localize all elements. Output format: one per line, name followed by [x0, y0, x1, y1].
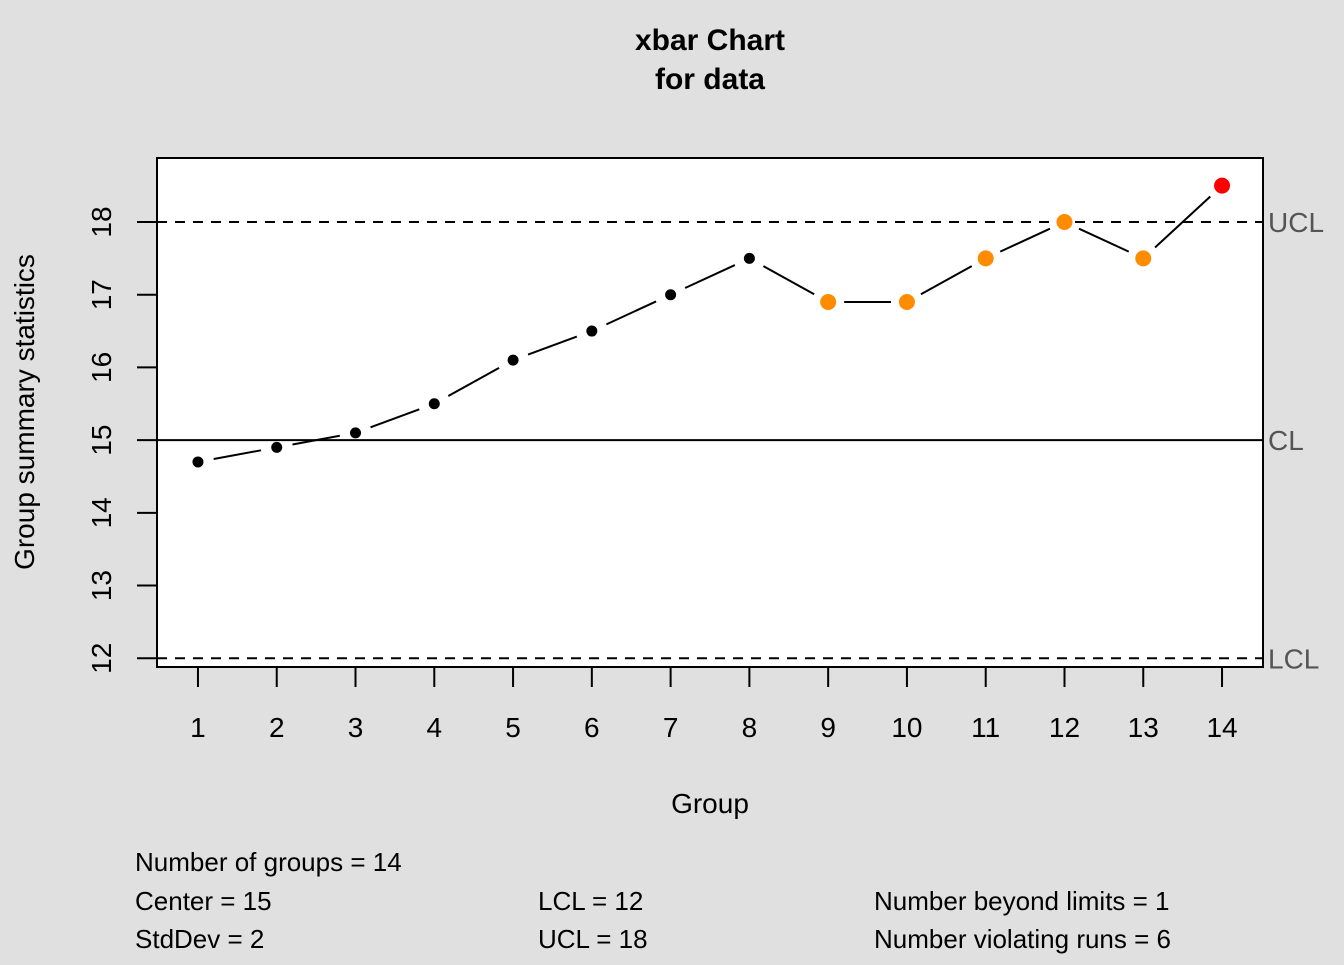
series-segment-3 [370, 408, 420, 429]
x-tick-label-2: 2 [269, 712, 285, 743]
x-tick-label-9: 9 [820, 712, 836, 743]
x-tick-label-14: 14 [1206, 712, 1237, 743]
series-segment-2 [292, 434, 340, 446]
data-point-9 [820, 293, 837, 310]
chart-title: xbar Chart [635, 24, 785, 57]
x-tick-label-8: 8 [742, 712, 758, 743]
data-point-14 [1214, 177, 1231, 194]
series-segment-1 [213, 449, 262, 461]
y-tick-label-16: 16 [86, 352, 117, 383]
y-axis-label: Group summary statistics [9, 254, 40, 570]
stats-summary: Number of groups = 14 Center = 15 StdDev… [135, 847, 1171, 954]
control-limit-lines: UCL CL LCL [157, 207, 1324, 674]
series-segment-5 [527, 335, 578, 356]
x-tick-label-12: 12 [1049, 712, 1080, 743]
data-point-4 [428, 398, 440, 410]
data-point-12 [1056, 213, 1073, 230]
x-tick-label-5: 5 [505, 712, 521, 743]
series-line-group [213, 195, 1211, 461]
x-tick-label-10: 10 [891, 712, 922, 743]
data-point-6 [586, 325, 598, 337]
series-segment-6 [605, 300, 657, 326]
stat-ucl: UCL = 18 [538, 924, 648, 954]
data-point-3 [350, 427, 362, 439]
series-segment-4 [447, 367, 500, 397]
y-tick-label-12: 12 [86, 643, 117, 674]
series-segment-12 [1078, 227, 1130, 253]
data-point-13 [1135, 250, 1152, 267]
data-point-11 [977, 250, 994, 267]
stat-stddev: StdDev = 2 [135, 924, 264, 954]
y-tick-label-14: 14 [86, 497, 117, 528]
x-tick-label-11: 11 [971, 712, 1000, 743]
series-segment-10 [920, 265, 973, 296]
stat-violating-runs: Number violating runs = 6 [874, 924, 1171, 954]
series-segment-8 [762, 265, 815, 296]
series-segment-11 [999, 227, 1051, 253]
x-axis: 1 2 3 4 5 6 7 8 9 10 11 12 13 14 [190, 667, 1238, 743]
chart-subtitle: for data [655, 63, 765, 96]
data-point-2 [271, 441, 283, 453]
y-tick-label-18: 18 [86, 206, 117, 237]
y-tick-label-15: 15 [86, 425, 117, 456]
plot-area [157, 158, 1263, 667]
stat-number-of-groups: Number of groups = 14 [135, 847, 402, 877]
x-tick-label-13: 13 [1128, 712, 1159, 743]
x-tick-label-3: 3 [348, 712, 364, 743]
data-point-10 [898, 293, 915, 310]
y-axis: 12 13 14 15 16 17 18 [86, 206, 157, 674]
cl-label: CL [1268, 425, 1304, 456]
stat-beyond-limits: Number beyond limits = 1 [874, 886, 1170, 916]
series-segment-7 [684, 264, 736, 289]
y-tick-label-17: 17 [86, 279, 117, 310]
series-points-group [192, 177, 1231, 468]
x-tick-label-6: 6 [584, 712, 600, 743]
data-point-8 [743, 252, 755, 264]
x-axis-label: Group [671, 788, 749, 819]
data-point-1 [192, 456, 204, 468]
stat-lcl: LCL = 12 [538, 886, 643, 916]
data-point-5 [507, 354, 519, 366]
series-segment-13 [1154, 195, 1211, 249]
x-tick-label-4: 4 [426, 712, 442, 743]
lcl-label: LCL [1268, 643, 1319, 674]
stat-center: Center = 15 [135, 886, 272, 916]
data-point-7 [665, 289, 677, 301]
y-tick-label-13: 13 [86, 570, 117, 601]
plot-frame [156, 157, 1264, 668]
ucl-label: UCL [1268, 207, 1324, 238]
x-tick-label-1: 1 [190, 712, 206, 743]
x-tick-label-7: 7 [663, 712, 679, 743]
